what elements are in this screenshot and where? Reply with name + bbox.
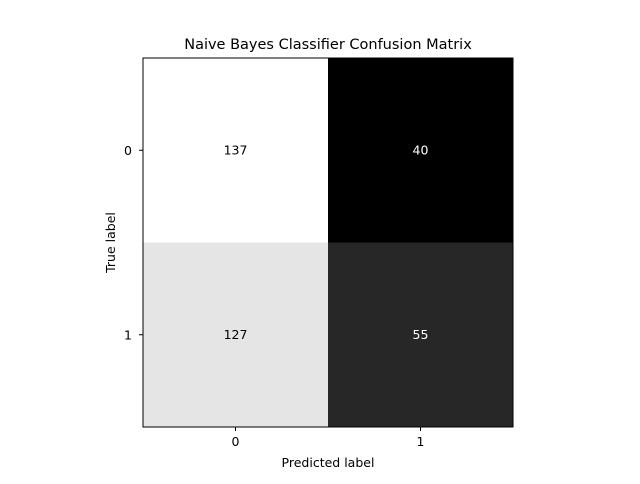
y-axis-ticks: 01: [124, 143, 143, 342]
heatmap-cell-r1-c1: [328, 242, 513, 427]
chart-title: Naive Bayes Classifier Confusion Matrix: [184, 37, 472, 53]
x-axis-label: Predicted label: [282, 455, 375, 470]
heatmap-cells: [143, 58, 513, 427]
cell-value-label-r0-c1: 40: [413, 142, 429, 157]
x-tick-label-1: 1: [417, 434, 425, 449]
plot-area-frame: [142, 57, 514, 428]
y-axis-label: True label: [103, 212, 118, 274]
cell-value-label-r1-c0: 127: [224, 327, 248, 342]
x-tick-label-0: 0: [232, 434, 240, 449]
heatmap-cell-r0-c1: [328, 58, 513, 243]
y-tick-label-1: 1: [124, 327, 132, 342]
heatmap-cell-labels: 137 40 127 55: [224, 142, 429, 342]
y-tick-label-0: 0: [124, 143, 132, 158]
cell-value-label-r1-c1: 55: [413, 327, 429, 342]
heatmap-cell-r1-c0: [143, 242, 328, 427]
cell-value-label-r0-c0: 137: [224, 142, 248, 157]
heatmap-cell-r0-c0: [143, 58, 328, 243]
